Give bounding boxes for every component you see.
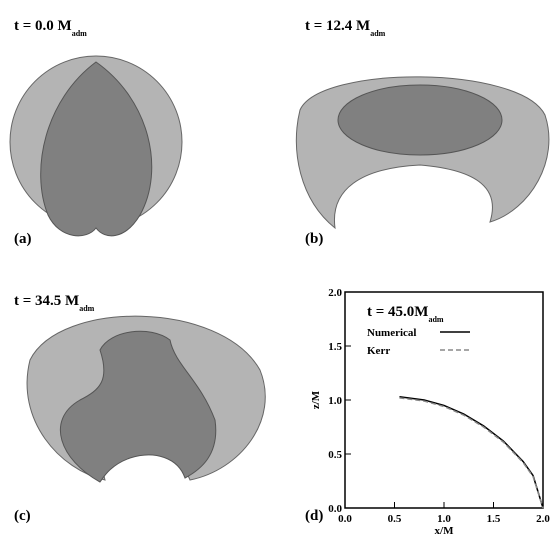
legend-label: Kerr [367, 345, 390, 357]
chart: 0.0 0.5 1.0 1.5 2.0 0.0 0.5 1.0 1.5 2.0 x/M z/M t = … [305, 287, 550, 537]
y-tick-label: 0.0 [328, 503, 342, 515]
y-tick-label: 1.5 [328, 341, 342, 353]
y-tick-label: 0.5 [328, 449, 342, 461]
panel-title: t = 12.4 Madm [305, 18, 386, 38]
plot-frame [344, 291, 544, 509]
x-tick-label: 1.5 [487, 513, 501, 525]
x-tick-label: 0.0 [338, 513, 352, 525]
horizon [40, 61, 153, 237]
panel-title: t = 34.5 Madm [14, 293, 95, 313]
series-line [399, 397, 544, 509]
chart-title-sub: adm [428, 315, 443, 324]
x-tick-label: 0.5 [388, 513, 402, 525]
y-tick-label: 1.0 [328, 395, 342, 407]
x-tick-label: 1.0 [437, 513, 451, 525]
panel-label: (a) [14, 231, 32, 247]
panel-label: (d) [305, 508, 323, 524]
horizon [337, 84, 503, 156]
y-axis-label: z/M [310, 390, 322, 409]
chart-title-main: t = 45.0M [367, 304, 428, 320]
x-tick-label: 2.0 [536, 513, 550, 525]
legend-label: Numerical [367, 327, 416, 339]
x-axis-label: x/M [435, 525, 455, 537]
chart-title: t = 45.0Madm [367, 304, 444, 324]
horizon [59, 330, 217, 483]
panel-title: t = 0.0 Madm [14, 18, 87, 38]
panel-label: (c) [14, 508, 31, 524]
series-line [399, 396, 544, 509]
y-tick-label: 2.0 [328, 287, 342, 299]
panel-label: (b) [305, 231, 323, 247]
